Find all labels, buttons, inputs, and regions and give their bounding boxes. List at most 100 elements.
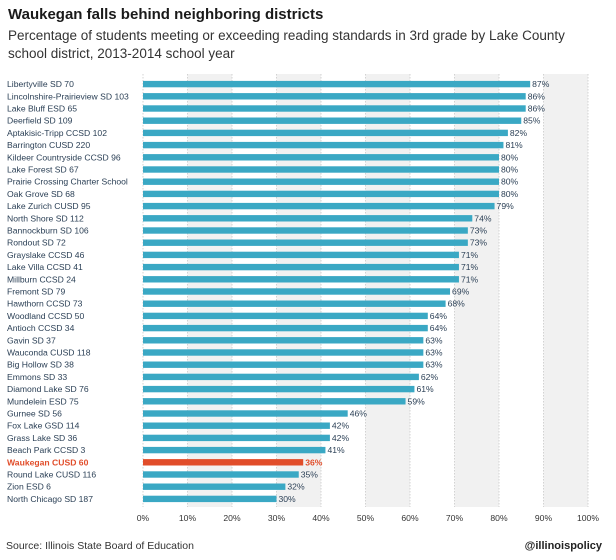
bar bbox=[143, 446, 326, 454]
x-tick-label: 70% bbox=[446, 513, 464, 523]
value-label: 64% bbox=[430, 311, 448, 321]
category-label: Antioch CCSD 34 bbox=[7, 323, 75, 333]
category-label: Waukegan CUSD 60 bbox=[7, 457, 89, 467]
source-note: Source: Illinois State Board of Educatio… bbox=[6, 540, 194, 552]
category-label: North Shore SD 112 bbox=[7, 213, 84, 223]
x-tick-label: 10% bbox=[179, 513, 197, 523]
value-label: 73% bbox=[470, 238, 488, 248]
x-tick-label: 100% bbox=[577, 513, 599, 523]
category-label: Fremont SD 79 bbox=[7, 287, 65, 297]
category-label: Lincolnshire-Prairieview SD 103 bbox=[7, 91, 129, 101]
category-label: Kildeer Countryside CCSD 96 bbox=[7, 152, 121, 162]
x-tick-label: 40% bbox=[312, 513, 330, 523]
value-label: 80% bbox=[501, 189, 519, 199]
value-label: 63% bbox=[425, 348, 443, 358]
value-label: 71% bbox=[461, 274, 479, 284]
chart-subtitle: Percentage of students meeting or exceed… bbox=[8, 28, 565, 61]
bar bbox=[143, 166, 499, 173]
bar bbox=[143, 288, 451, 295]
bar bbox=[143, 385, 415, 393]
bar bbox=[143, 239, 468, 246]
bar bbox=[143, 373, 419, 381]
x-tick-label: 0% bbox=[137, 513, 150, 523]
category-label: Lake Villa CCSD 41 bbox=[7, 262, 83, 272]
category-label: Gavin SD 37 bbox=[7, 335, 56, 345]
value-label: 59% bbox=[408, 396, 426, 406]
x-tick-label: 60% bbox=[401, 513, 419, 523]
value-label: 80% bbox=[501, 177, 519, 187]
bar bbox=[143, 398, 406, 405]
bar bbox=[143, 495, 277, 503]
category-label: Lake Bluff ESD 65 bbox=[7, 104, 77, 114]
x-tick-label: 90% bbox=[535, 513, 553, 523]
x-tick-label: 80% bbox=[490, 513, 508, 523]
x-tick-label: 30% bbox=[268, 513, 286, 523]
category-label: Beach Park CCSD 3 bbox=[7, 445, 86, 455]
bar bbox=[143, 251, 459, 259]
twitter-handle: @illinoispolicy bbox=[524, 540, 602, 552]
bar bbox=[143, 361, 424, 368]
category-label: Gurnee SD 56 bbox=[7, 409, 62, 419]
bar bbox=[143, 276, 459, 283]
value-label: 87% bbox=[532, 79, 550, 89]
category-label: Mundelein ESD 75 bbox=[7, 396, 79, 406]
bar bbox=[143, 300, 446, 307]
category-label: North Chicago SD 187 bbox=[7, 494, 93, 504]
category-label: Prairie Crossing Charter School bbox=[7, 177, 128, 187]
value-label: 80% bbox=[501, 165, 519, 175]
value-label: 85% bbox=[523, 116, 541, 126]
value-label: 46% bbox=[350, 409, 368, 419]
value-label: 63% bbox=[425, 360, 443, 370]
category-label: Barrington CUSD 220 bbox=[7, 140, 90, 150]
value-label: 86% bbox=[528, 104, 546, 114]
category-label: Grass Lake SD 36 bbox=[7, 433, 77, 443]
bar bbox=[143, 410, 348, 417]
category-label: Bannockburn SD 106 bbox=[7, 226, 89, 236]
bar bbox=[143, 459, 304, 466]
category-label: Zion ESD 6 bbox=[7, 482, 51, 492]
value-label: 64% bbox=[430, 323, 448, 333]
value-label: 71% bbox=[461, 262, 479, 272]
category-label: Lake Zurich CUSD 95 bbox=[7, 201, 91, 211]
category-label: Woodland CCSD 50 bbox=[7, 311, 84, 321]
category-label: Round Lake CUSD 116 bbox=[7, 470, 96, 480]
bar bbox=[143, 471, 299, 478]
value-label: 79% bbox=[497, 201, 515, 211]
bar bbox=[143, 117, 522, 124]
category-label: Millburn CCSD 24 bbox=[7, 274, 76, 284]
bar bbox=[143, 141, 504, 149]
bar bbox=[143, 105, 526, 112]
category-label: Rondout SD 72 bbox=[7, 238, 66, 248]
bar bbox=[143, 129, 508, 137]
category-label: Big Hollow SD 38 bbox=[7, 360, 74, 370]
bar bbox=[143, 312, 428, 320]
category-label: Fox Lake GSD 114 bbox=[7, 421, 80, 431]
category-label: Lake Forest SD 67 bbox=[7, 165, 79, 175]
bar bbox=[143, 422, 330, 429]
bar bbox=[143, 215, 473, 222]
category-label: Wauconda CUSD 118 bbox=[7, 348, 91, 358]
value-label: 62% bbox=[421, 372, 439, 382]
category-label: Aptakisic-Tripp CCSD 102 bbox=[7, 128, 107, 138]
value-label: 61% bbox=[416, 384, 434, 394]
category-label: Deerfield SD 109 bbox=[7, 116, 73, 126]
value-label: 86% bbox=[528, 91, 546, 101]
value-label: 82% bbox=[510, 128, 528, 138]
bar bbox=[143, 93, 526, 100]
bar bbox=[143, 483, 286, 490]
bar bbox=[143, 349, 424, 356]
category-label: Libertyville SD 70 bbox=[7, 79, 74, 89]
value-label: 41% bbox=[327, 445, 345, 455]
bar bbox=[143, 227, 468, 234]
value-label: 35% bbox=[301, 470, 319, 480]
category-label: Oak Grove SD 68 bbox=[7, 189, 75, 199]
category-label: Grayslake CCSD 46 bbox=[7, 250, 85, 260]
bar bbox=[143, 190, 499, 198]
bar bbox=[143, 263, 459, 271]
bar bbox=[143, 202, 495, 210]
value-label: 42% bbox=[332, 421, 350, 431]
bar bbox=[143, 337, 424, 344]
bar bbox=[143, 324, 428, 332]
x-tick-label: 20% bbox=[223, 513, 241, 523]
